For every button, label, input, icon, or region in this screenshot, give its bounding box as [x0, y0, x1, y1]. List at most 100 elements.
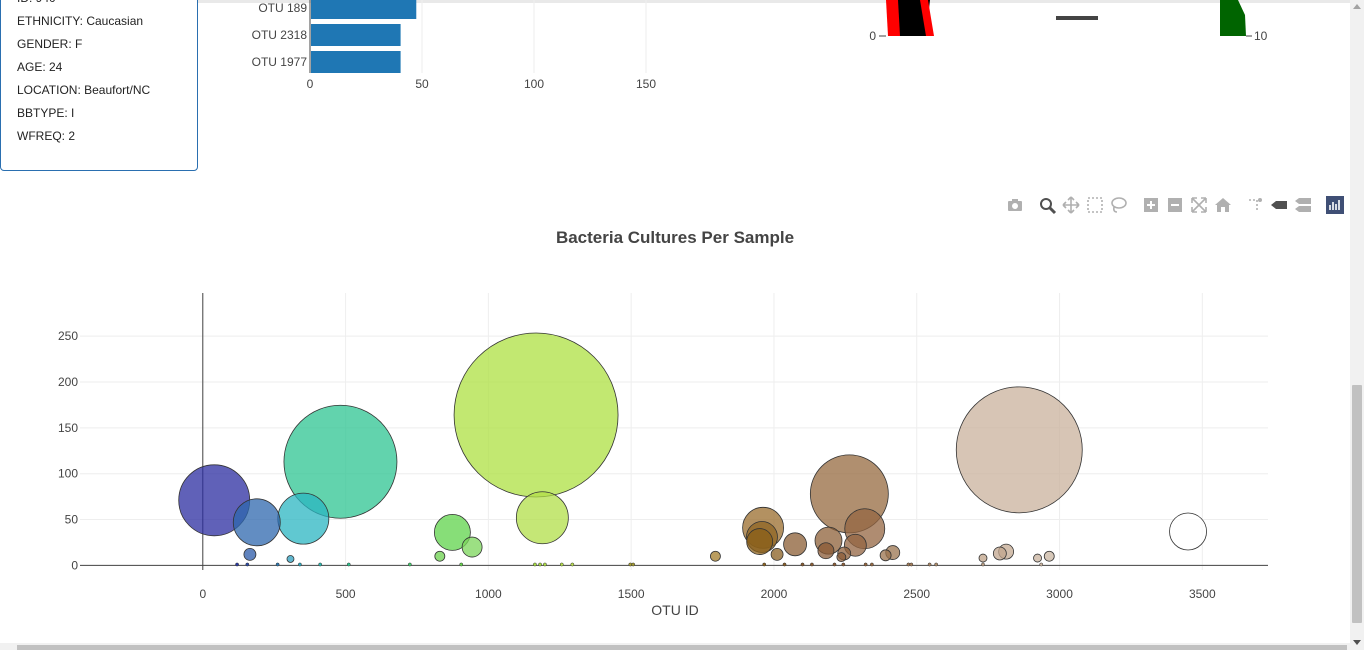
lasso-icon[interactable] [1108, 194, 1130, 216]
chart-title: Bacteria Cultures Per Sample [556, 228, 794, 247]
bubble[interactable] [298, 562, 302, 567]
bubble[interactable] [434, 550, 446, 562]
bubble[interactable] [515, 491, 569, 545]
bar[interactable] [311, 0, 417, 19]
bubble[interactable] [538, 562, 542, 567]
bubble[interactable] [870, 562, 874, 567]
pan-icon[interactable] [1060, 194, 1082, 216]
bar-category-label: OTU 2318 [252, 28, 308, 42]
hover-compare-icon[interactable] [1292, 194, 1314, 216]
bubble[interactable] [235, 562, 239, 567]
plot-modebar [1002, 194, 1347, 218]
metadata-line: GENDER: F [17, 37, 83, 51]
bubble[interactable] [1043, 550, 1055, 562]
y-tick-label: 100 [58, 467, 78, 481]
camera-icon[interactable] [1004, 194, 1026, 216]
metadata-line: LOCATION: Beaufort/NC [17, 83, 151, 97]
bubble[interactable] [243, 548, 257, 561]
bubble[interactable] [927, 562, 932, 567]
x-tick-label: 3000 [1046, 587, 1073, 601]
bubble[interactable] [762, 562, 767, 567]
horizontal-scroll-thumb[interactable] [17, 645, 1347, 650]
x-tick-label: 0 [199, 587, 206, 601]
bubble[interactable] [277, 492, 330, 545]
bubble[interactable] [631, 562, 636, 567]
bubble[interactable] [981, 562, 985, 567]
bubble[interactable] [433, 513, 471, 551]
bubble[interactable] [570, 562, 575, 567]
scroll-down-arrow-icon[interactable] [1353, 640, 1361, 645]
gauge-segment-red-outer [920, 0, 934, 36]
bubble[interactable] [407, 562, 412, 567]
scroll-up-arrow-icon[interactable] [1353, 4, 1361, 9]
bubble[interactable] [810, 562, 814, 567]
bar-category-label: OTU 1977 [252, 55, 308, 69]
horizontal-scrollbar[interactable] [0, 643, 1350, 650]
bubble[interactable] [909, 562, 914, 567]
y-tick-label: 0 [71, 558, 78, 572]
bubble[interactable] [710, 550, 721, 562]
metadata-line: ETHNICITY: Caucasian [17, 14, 144, 28]
bubble[interactable] [533, 562, 537, 567]
x-tick-label: 150 [636, 77, 656, 91]
gauge-min-label: 0 [869, 29, 876, 43]
bar[interactable] [311, 24, 401, 46]
bubble[interactable] [841, 562, 846, 567]
bar[interactable] [311, 51, 401, 73]
x-tick-label: 1000 [475, 587, 502, 601]
bubble[interactable] [955, 386, 1083, 514]
plotly-logo-icon[interactable] [1324, 194, 1346, 216]
zoom-in-icon[interactable] [1140, 194, 1162, 216]
bubble[interactable] [245, 562, 250, 567]
autoscale-icon[interactable] [1188, 194, 1210, 216]
metadata-line: WFREQ: 2 [17, 129, 76, 143]
gauge-segment-green [1220, 0, 1246, 36]
x-tick-label: 2500 [903, 587, 930, 601]
x-axis-label: OTU ID [651, 602, 698, 618]
bubble[interactable] [559, 562, 564, 567]
bubble[interactable] [770, 548, 784, 561]
bubble[interactable] [1169, 512, 1207, 551]
x-tick-label: 50 [415, 77, 429, 91]
bubble[interactable] [232, 498, 281, 547]
reset-axes-icon[interactable] [1212, 194, 1234, 216]
bubble[interactable] [461, 536, 483, 558]
bubble[interactable] [879, 549, 892, 562]
bubble[interactable] [346, 562, 351, 567]
bubble[interactable] [978, 553, 988, 563]
bubble[interactable] [453, 332, 619, 498]
gauge-value-fragment [1056, 16, 1098, 20]
bubble[interactable] [817, 542, 835, 560]
hover-closest-icon[interactable] [1268, 194, 1290, 216]
bubble[interactable] [459, 562, 464, 567]
bubble[interactable] [783, 532, 807, 557]
bubble[interactable] [863, 562, 868, 567]
bubble[interactable] [1039, 562, 1044, 567]
y-tick-label: 150 [58, 421, 78, 435]
bubble[interactable] [992, 546, 1007, 561]
vertical-scroll-thumb[interactable] [1352, 385, 1362, 623]
vertical-scrollbar[interactable] [1350, 0, 1364, 650]
zoom-icon[interactable] [1036, 194, 1058, 216]
box-select-icon[interactable] [1084, 194, 1106, 216]
bubble[interactable] [275, 562, 280, 567]
bubble[interactable] [286, 555, 295, 563]
metadata-line: ID: 940 [17, 0, 56, 5]
spike-lines-icon[interactable] [1244, 194, 1266, 216]
bubble[interactable] [543, 562, 547, 567]
bubble[interactable] [746, 528, 774, 555]
bubble[interactable] [318, 562, 323, 567]
bubble[interactable] [800, 562, 805, 567]
y-tick-label: 200 [58, 375, 78, 389]
metadata-line: AGE: 24 [17, 60, 63, 74]
zoom-out-icon[interactable] [1164, 194, 1186, 216]
bubble[interactable] [832, 562, 837, 567]
top-otu-bar-chart: OTU 189 OTU 2318 OTU 1977 0 50 100 150 [252, 0, 656, 91]
bubble[interactable] [782, 562, 787, 567]
bubble[interactable] [836, 552, 847, 563]
bubble[interactable] [1033, 553, 1042, 563]
bubble[interactable] [283, 404, 398, 519]
top-divider [0, 0, 1350, 3]
bubble[interactable] [934, 562, 939, 567]
